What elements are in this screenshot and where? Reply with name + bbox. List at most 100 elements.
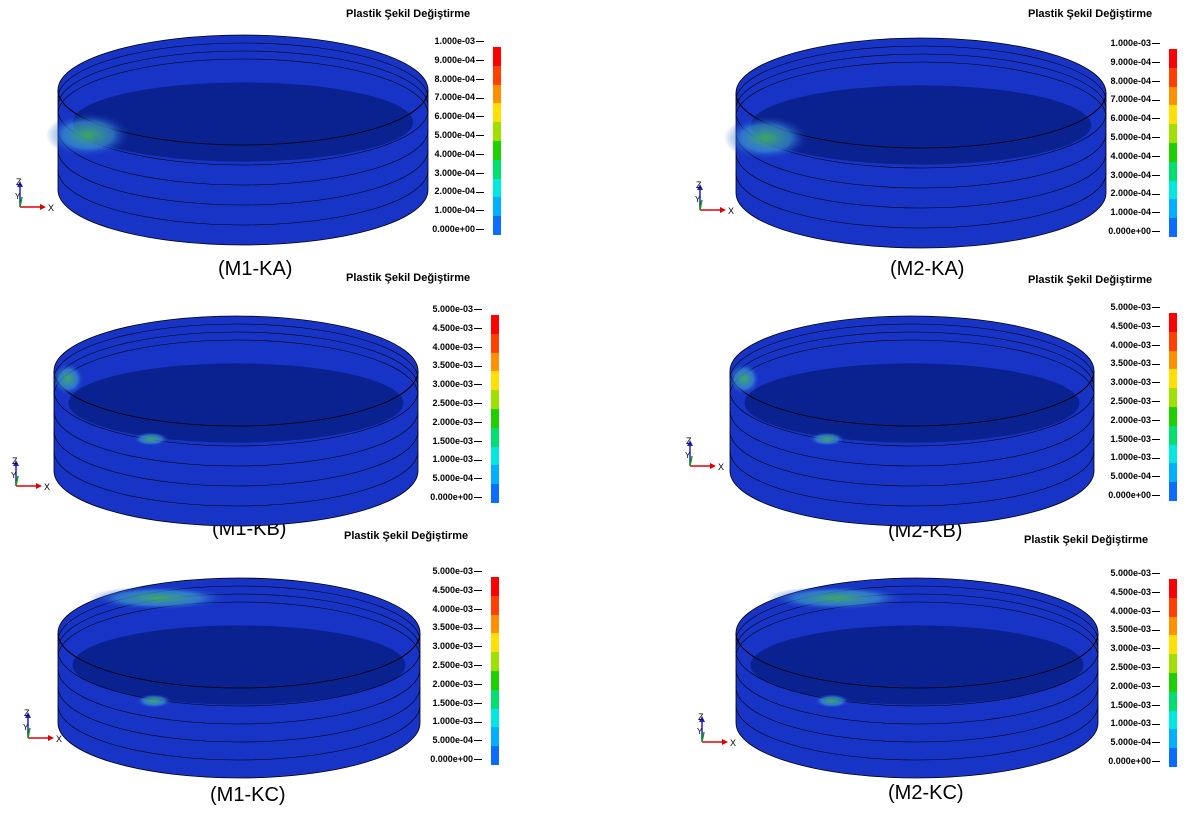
legend-tick-label: 2.500e-03 [422, 660, 482, 670]
colorbar-segment [1169, 388, 1177, 407]
legend-tick-label: 0.000e+00 [1100, 490, 1160, 500]
colorbar-segment [1169, 463, 1177, 483]
tank-floor [68, 363, 404, 443]
colorbar-segment [1169, 49, 1177, 68]
inner-ring-line [57, 50, 429, 107]
strain-hotspot [767, 586, 907, 610]
axis-triad-icon: ZY X [685, 436, 724, 472]
colorbar-segment [1169, 710, 1177, 730]
colorbar-segment [493, 197, 501, 217]
colorbar-segment [1169, 350, 1177, 370]
legend-tick-label: 7.000e-04 [424, 92, 484, 102]
colorbar [493, 47, 501, 235]
tank-model [46, 34, 429, 246]
front-rim-line [729, 370, 1095, 427]
shell-ring-line [735, 668, 1099, 725]
colorbar-segment [1169, 579, 1177, 598]
colorbar-segment [493, 140, 501, 160]
inner-ring-line [729, 323, 1095, 380]
legend-title: Plastik Şekil Değiştirme [346, 8, 471, 20]
shell-ring-line [53, 430, 419, 487]
legend-tick-label: 3.500e-03 [422, 360, 482, 370]
legend-tick-label: 2.000e-04 [424, 186, 484, 196]
colorbar-segment [493, 103, 501, 123]
legend-tick-label: 5.000e-03 [1100, 302, 1160, 312]
legend-tick-label: 5.000e-03 [422, 304, 482, 314]
legend-tick-label: 8.000e-04 [1100, 76, 1160, 86]
y-label: Y [695, 195, 701, 204]
panel-m2-kb: Plastik Şekil Değiştirme 5.000e-03 4.500e-… [600, 272, 1193, 542]
legend-tick-label: 1.000e-03 [1100, 718, 1160, 728]
tank-floor [750, 85, 1092, 165]
panel-m1-ka: Plastik Şekil Değiştirme 1.000e-03 9.000e-… [0, 0, 600, 280]
panel-m2-kc: Plastik Şekil Değiştirme 5.000e-03 4.500e-… [600, 530, 1193, 815]
colorbar-segment [491, 633, 499, 653]
y-label: Y [23, 723, 29, 732]
panel-caption: (M1-KC) [210, 784, 286, 806]
x-label: X [728, 206, 734, 216]
x-label: X [56, 734, 62, 744]
z-arrow-icon [25, 712, 31, 718]
inner-ring-line [53, 323, 419, 380]
inner-ring-line [735, 601, 1099, 658]
legend-tick-label: 9.000e-04 [424, 55, 484, 65]
legend-title: Plastik Şekil Değiştirme [344, 530, 469, 542]
legend-tick-label: 1.000e-03 [1100, 452, 1160, 462]
colorbar-segment [491, 614, 499, 634]
strain-hotspot [52, 363, 84, 395]
z-arrow-icon [699, 716, 705, 722]
legend-tick-label: 3.000e-04 [424, 168, 484, 178]
legend-tick-label: 4.500e-03 [422, 323, 482, 333]
y-label: Y [11, 471, 17, 480]
y-label: Y [697, 727, 703, 736]
colorbar-segment [1169, 616, 1177, 636]
legend-tick-label: 3.000e-04 [1100, 170, 1160, 180]
inner-ring-line [53, 331, 419, 388]
colorbar-segment [1169, 729, 1177, 749]
legend-tick-label: 4.000e-03 [422, 604, 482, 614]
colorbar-segment [1169, 142, 1177, 162]
y-axis-icon [27, 727, 31, 739]
colorbar-segment [491, 577, 499, 596]
x-arrow-icon [710, 463, 716, 469]
y-label: Y [15, 192, 21, 201]
shell-ring-line [57, 668, 421, 725]
legend-tick-label: 5.000e-03 [1100, 568, 1160, 578]
panel-m1-kc: Plastik Şekil Değiştirme 5.000e-03 4.500e-… [0, 530, 600, 815]
legend-tick-label: 1.500e-03 [1100, 434, 1160, 444]
inner-ring-line [729, 331, 1095, 388]
shell-ring-line [729, 390, 1095, 447]
shell-ring-line [57, 169, 429, 226]
colorbar-segment [1169, 161, 1177, 181]
z-label: Z [696, 180, 702, 190]
colorbar-segment [493, 84, 501, 104]
legend-tick-label: 4.000e-03 [422, 342, 482, 352]
legend-tick-label: 1.500e-03 [1100, 700, 1160, 710]
x-arrow-icon [48, 735, 54, 741]
inner-ring-line [57, 42, 429, 99]
legend-tick-label: 2.000e-04 [1100, 188, 1160, 198]
shell-ring-line [735, 172, 1107, 229]
colorbar-segment [1169, 331, 1177, 351]
legend-tick-label: 3.500e-03 [422, 622, 482, 632]
colorbar [491, 315, 499, 503]
front-rim-line [57, 632, 421, 689]
legend-tick-label: 1.000e-03 [424, 36, 484, 46]
legend-tick-label: 2.000e-03 [1100, 681, 1160, 691]
tank-model [724, 37, 1107, 249]
x-arrow-icon [722, 739, 728, 745]
colorbar-segment [1169, 406, 1177, 426]
z-label: Z [12, 456, 18, 466]
panel-m2-ka: Plastik Şekil Değiştirme 1.000e-03 9.000e-… [600, 0, 1193, 280]
legend-title: Plastik Şekil Değiştirme [1024, 534, 1149, 546]
legend-tick-label: 5.000e-04 [422, 735, 482, 745]
x-arrow-icon [720, 207, 726, 213]
inner-ring-line [57, 593, 421, 650]
legend-tick-label: 4.000e-04 [424, 149, 484, 159]
legend-tick-label: 1.000e-03 [422, 716, 482, 726]
z-arrow-icon [17, 181, 23, 187]
legend-tick-label: 1.500e-03 [422, 698, 482, 708]
inner-ring-line [735, 53, 1107, 110]
legend-tick-label: 2.500e-03 [1100, 662, 1160, 672]
colorbar [1169, 313, 1177, 501]
